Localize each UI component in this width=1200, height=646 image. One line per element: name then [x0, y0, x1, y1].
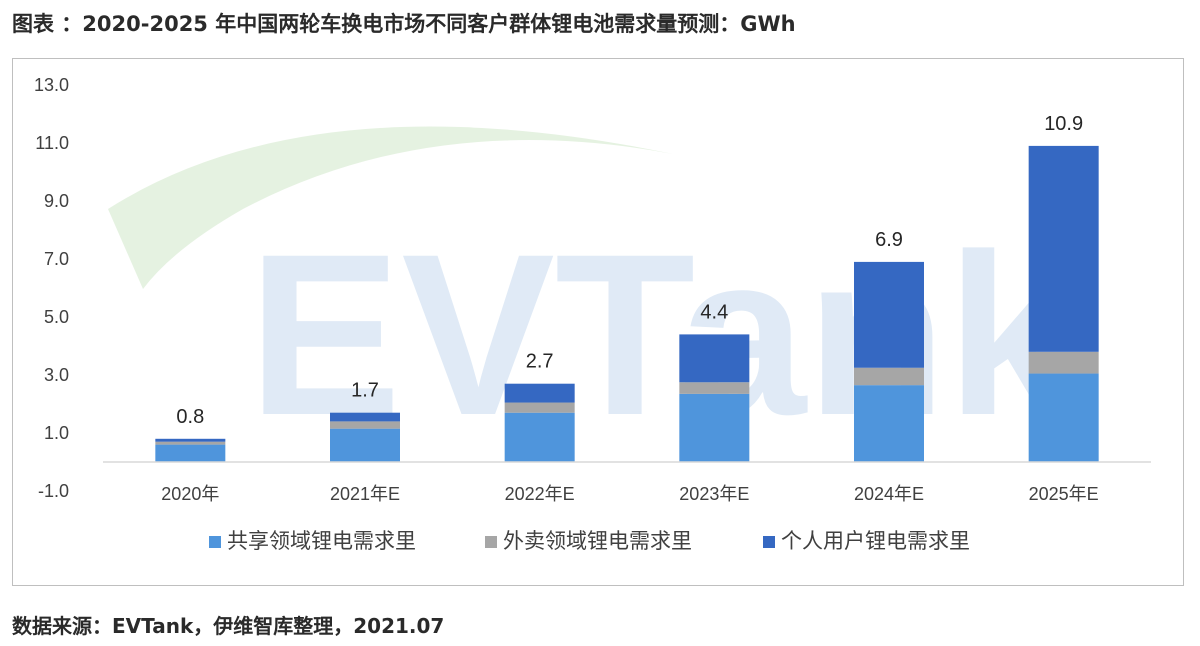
y-tick-label: 11.0 — [35, 133, 69, 153]
bar-personal — [504, 383, 575, 403]
total-data-label: 6.9 — [875, 229, 903, 251]
y-tick-label: 5.0 — [44, 307, 69, 327]
bar-personal — [1028, 145, 1099, 352]
bar-shared — [155, 444, 226, 462]
bar-delivery — [330, 421, 400, 429]
bar-shared — [679, 393, 750, 462]
total-data-label: 4.4 — [700, 301, 728, 323]
y-tick-label: -1.0 — [38, 481, 69, 501]
bar-shared — [504, 412, 575, 462]
bar-personal — [679, 334, 750, 383]
total-data-label: 2.7 — [526, 351, 554, 373]
bar-personal — [155, 438, 226, 442]
bar-delivery — [1028, 351, 1099, 374]
y-tick-label: 3.0 — [44, 365, 69, 385]
legend-label: 共享领域锂电需求里 — [227, 530, 416, 553]
y-tick-label: 1.0 — [44, 423, 69, 443]
x-tick-label: 2025年E — [1029, 484, 1099, 504]
x-tick-label: 2024年E — [854, 484, 924, 504]
page-title: 图表 ：2020-2025 年中国两轮车换电市场不同客户群体锂电池需求量预测：G… — [12, 12, 796, 36]
y-tick-label: 9.0 — [44, 191, 69, 211]
total-data-label: 10.9 — [1044, 113, 1083, 135]
x-tick-label: 2023年E — [679, 484, 749, 504]
x-tick-label: 2020年 — [161, 484, 219, 504]
bar-delivery — [854, 367, 924, 386]
legend-swatch — [485, 536, 497, 548]
x-tick-label: 2021年E — [330, 484, 400, 504]
watermark-swoosh — [108, 126, 673, 289]
bar-delivery — [679, 382, 750, 394]
legend-label: 外卖领域锂电需求里 — [503, 530, 692, 553]
x-tick-label: 2022年E — [505, 484, 575, 504]
bar-shared — [854, 385, 924, 462]
legend-swatch — [209, 536, 221, 548]
watermark-logo: EVTank — [108, 126, 1076, 463]
legend: 共享领域锂电需求里 外卖领域锂电需求里 个人用户锂电需求里 — [209, 530, 970, 553]
total-data-label: 1.7 — [351, 380, 379, 402]
bar-personal — [330, 412, 400, 422]
stacked-bar-chart: EVTank -1.0 1.0 3.0 5.0 7.0 9.0 11.0 13.0 2020年… — [34, 75, 1151, 553]
bar-personal — [854, 261, 924, 368]
total-data-label: 0.8 — [176, 406, 204, 428]
bar-delivery — [155, 441, 226, 445]
source-note: 数据来源：EVTank，伊维智库整理，2021.07 — [12, 614, 445, 638]
bar-delivery — [504, 402, 575, 413]
y-tick-label: 13.0 — [34, 75, 69, 95]
bar-shared — [330, 428, 400, 462]
bar-shared — [1028, 373, 1099, 462]
legend-swatch — [763, 536, 775, 548]
y-tick-label: 7.0 — [44, 249, 69, 269]
legend-label: 个人用户锂电需求里 — [781, 530, 970, 553]
chart-panel: EVTank -1.0 1.0 3.0 5.0 7.0 9.0 11.0 13.0 2020年… — [12, 58, 1184, 586]
